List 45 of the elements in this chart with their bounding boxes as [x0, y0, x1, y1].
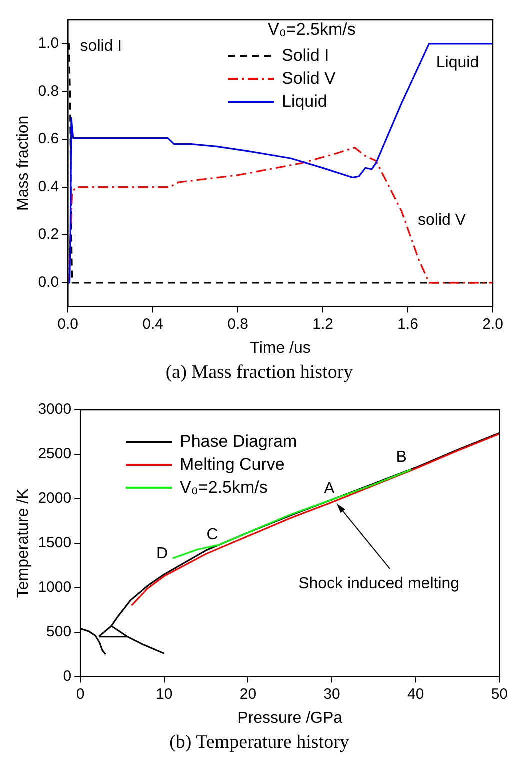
legend-label: Solid V: [282, 68, 336, 88]
x-tick-label: 0: [76, 686, 85, 703]
annotation: A: [324, 480, 336, 498]
annotation: B: [396, 449, 407, 466]
y-tick-label: 0.0: [38, 274, 60, 292]
y-tick-label: 0.4: [38, 178, 60, 196]
y-tick-label: 2000: [38, 490, 72, 508]
text: (b) Temperature history: [168, 732, 350, 754]
y-tick-label: 0: [63, 668, 72, 685]
y-tick-label: 1000: [38, 579, 72, 596]
annotation: C: [206, 526, 218, 544]
legend-label: V₀=2.5km/s: [180, 478, 268, 498]
x-tick-label: 20: [240, 686, 257, 703]
x-tick-label: 1.6: [398, 316, 418, 333]
x-axis-title: Time /us: [250, 340, 311, 357]
y-tick-label: 0.8: [38, 82, 60, 100]
annotation: D: [156, 546, 168, 563]
legend-label: Liquid: [282, 92, 328, 112]
x-tick-label: 50: [491, 686, 508, 703]
y-tick-label: 1500: [38, 534, 72, 552]
x-tick-label: 10: [156, 686, 173, 703]
y-tick-label: 0.2: [38, 226, 60, 244]
y-tick-label: 2500: [38, 446, 72, 463]
x-tick-label: 1.2: [312, 316, 334, 333]
x-tick-label: 2.0: [482, 316, 504, 333]
annotation: solid I: [80, 38, 122, 55]
y-axis-title: Mass fraction: [15, 116, 32, 211]
x-tick-label: 30: [324, 686, 340, 703]
x-tick-label: 0.8: [228, 316, 248, 333]
legend-label: Phase Diagram: [180, 432, 298, 452]
y-tick-label: 0.6: [38, 130, 60, 148]
y-tick-label: 500: [46, 623, 72, 640]
y-axis-title: Temperature /K: [15, 488, 32, 598]
text: (a) Mass fraction history: [164, 362, 354, 384]
legend-label: Solid I: [282, 46, 330, 66]
x-tick-label: 40: [407, 686, 424, 703]
y-tick-label: 1.0: [38, 35, 60, 52]
annotation: solid V: [418, 212, 466, 230]
annotation: Liquid: [436, 54, 480, 72]
x-tick-label: 0.4: [142, 316, 164, 333]
legend-title: V₀=2.5km/s: [268, 20, 356, 40]
y-tick-label: 3000: [38, 401, 72, 418]
legend-label: Melting Curve: [180, 454, 285, 474]
x-axis-title: Pressure /GPa: [238, 710, 343, 727]
annotation: Shock induced melting: [298, 575, 460, 592]
